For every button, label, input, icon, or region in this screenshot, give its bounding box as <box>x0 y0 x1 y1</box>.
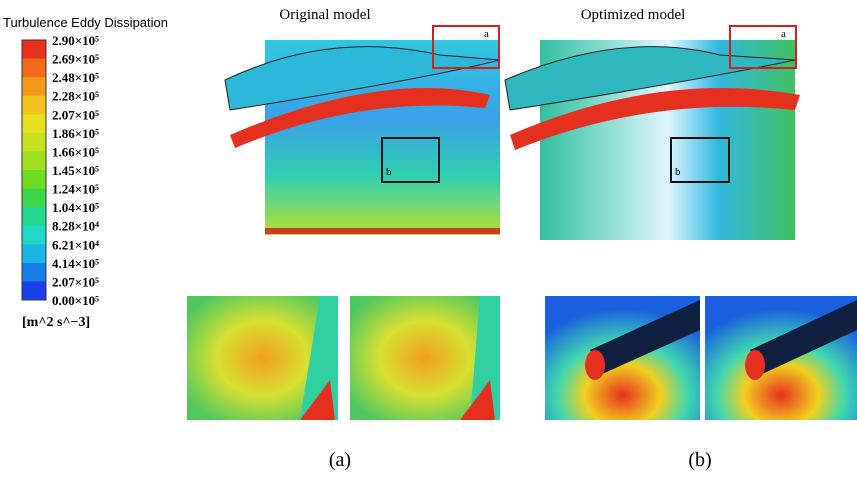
box-label: b <box>675 166 681 178</box>
box-label: a <box>484 28 489 40</box>
colorbar-label: 8.28×10⁴ <box>52 219 99 234</box>
colorbar-label: 1.86×10⁵ <box>52 126 99 141</box>
colorbar-segment <box>22 58 46 78</box>
colorbar-label: 1.66×10⁵ <box>52 144 99 159</box>
colorbar-label: 2.07×10⁵ <box>52 274 99 289</box>
caption: (a) <box>329 449 351 471</box>
colorbar-label: 2.07×10⁵ <box>52 107 99 122</box>
colorbar-segment <box>22 151 46 171</box>
colorbar-label: 2.28×10⁵ <box>52 89 99 104</box>
detail-images <box>187 296 857 420</box>
colorbar-label: 1.04×10⁵ <box>52 200 99 215</box>
colorbar-segment <box>22 40 46 60</box>
colorbar-label: 1.24×10⁵ <box>52 182 99 197</box>
colorbar-segment <box>22 207 46 227</box>
colorbar-segment <box>22 244 46 264</box>
colorbar-label: 0.00×10⁵ <box>52 293 99 308</box>
box-label: a <box>781 28 786 40</box>
colorbar-frame <box>21 39 47 301</box>
caption: (b) <box>688 449 711 471</box>
panel-title: Optimized model <box>581 7 686 23</box>
colorbar-label: 2.69×10⁵ <box>52 52 99 67</box>
colorbar-label: 1.45×10⁵ <box>52 163 99 178</box>
colorbar-segment <box>22 281 46 301</box>
colorbar-segment <box>22 95 46 115</box>
legend-unit: [m^2 s^−3] <box>22 315 90 330</box>
optimized-model-image <box>504 25 800 240</box>
colorbar-label: 2.48×10⁵ <box>52 70 99 85</box>
colorbar-segment <box>22 262 46 282</box>
colorbar-segment <box>22 132 46 152</box>
colorbar-segment <box>22 188 46 208</box>
colorbar-label: 4.14×10⁵ <box>52 256 99 271</box>
panel-title: Original model <box>279 7 370 23</box>
legend-title: Turbulence Eddy Dissipation <box>3 15 168 30</box>
colorbar-segment <box>22 114 46 134</box>
colorbar-label: 2.90×10⁵ <box>52 33 99 48</box>
colorbar-segment <box>22 77 46 97</box>
colorbar-label: 6.21×10⁴ <box>52 237 99 252</box>
colorbar-segment <box>22 170 46 190</box>
box-label: b <box>386 166 392 178</box>
original-model-image <box>224 25 501 235</box>
colorbar-segment <box>22 225 46 245</box>
colorbar: 2.90×10⁵ 2.69×10⁵ 2.48×10⁵ 2.28×10⁵ 2.07×10⁵… <box>21 33 99 308</box>
